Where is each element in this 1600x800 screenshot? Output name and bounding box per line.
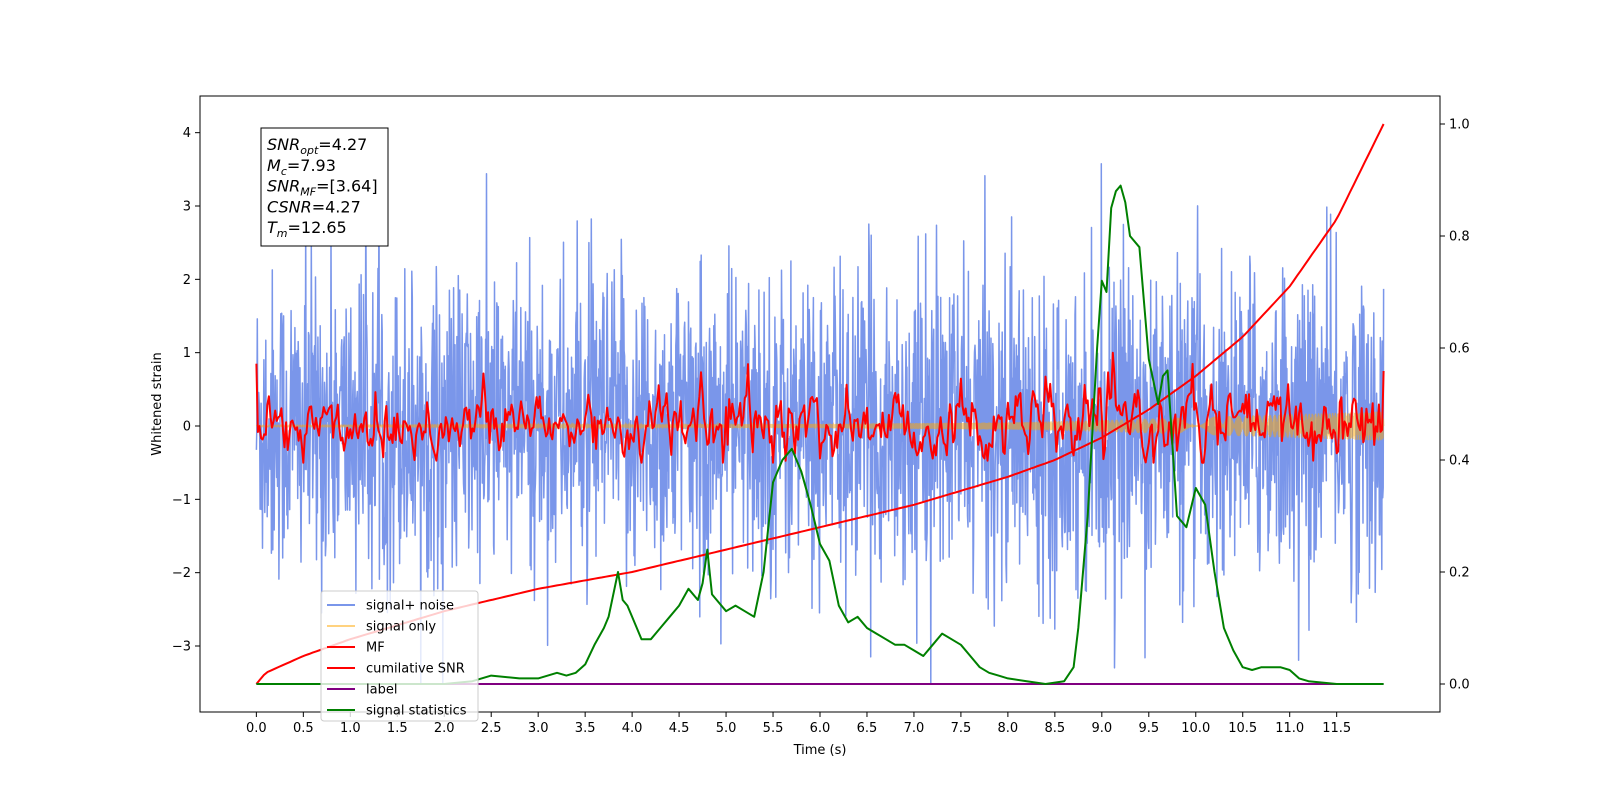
series-mf-line — [255, 351, 1385, 464]
y-left-tick-label: 2 — [183, 273, 191, 288]
annotation-symbol: CSNR — [267, 197, 312, 216]
legend: signal+ noise signal only MF cumilative SNR… — [320, 590, 479, 722]
series-signal-statistics-line — [256, 184, 1384, 685]
x-tick-label: 3.5 — [575, 721, 596, 736]
y-left-tick-label: 4 — [183, 126, 191, 141]
annotation-subscript: opt — [300, 144, 319, 157]
annotation-value: =4.27 — [312, 197, 361, 216]
y-left-tick-label: 0 — [183, 420, 191, 435]
y-right-tick-label: 0.2 — [1449, 566, 1470, 581]
annotation-line: CSNR=4.27 — [267, 197, 361, 216]
y-right-tick-label: 0.4 — [1449, 454, 1470, 469]
x-tick-label: 10.0 — [1181, 721, 1210, 736]
x-axis-title: Time (s) — [793, 743, 847, 758]
x-tick-label: 1.5 — [387, 721, 408, 736]
legend-label: signal+ noise — [366, 599, 454, 614]
x-tick-label: 1.0 — [340, 721, 361, 736]
annotation-value: =4.27 — [318, 135, 367, 154]
legend-label: MF — [366, 641, 385, 656]
x-axis: 0.0 0.5 1.0 1.5 2.0 2.5 3.0 3.5 4.0 4.5 5.0 5.5 6.0 6… — [246, 712, 1351, 736]
x-tick-label: 2.5 — [481, 721, 502, 736]
x-tick-label: 5.5 — [763, 721, 784, 736]
x-tick-label: 8.5 — [1045, 721, 1066, 736]
y-right-tick-label: 1.0 — [1449, 118, 1470, 133]
y-right-tick-label: 0.8 — [1449, 230, 1470, 245]
y-right-tick-label: 0.6 — [1449, 342, 1470, 357]
annotation-symbol: SNR — [267, 177, 300, 196]
annotation-box: SNRopt=4.27Mc=7.93SNRMF=[3.64]CSNR=4.27T… — [260, 127, 389, 247]
y-axis-left: −3 −2 −1 0 1 2 3 4 — [172, 126, 200, 655]
annotation-symbol: T — [267, 218, 278, 237]
legend-label: signal statistics — [366, 704, 467, 719]
annotation-subscript: MF — [300, 186, 316, 199]
annotation-value: =[3.64] — [316, 177, 378, 196]
y-left-tick-label: −1 — [172, 493, 191, 508]
legend-frame — [320, 590, 479, 722]
x-tick-label: 9.5 — [1138, 721, 1159, 736]
annotation-value: =7.93 — [287, 156, 336, 175]
y-axis-left-title: Whitened strain — [150, 352, 165, 455]
x-tick-label: 7.5 — [951, 721, 972, 736]
annotation-subscript: m — [277, 227, 288, 240]
x-tick-label: 4.0 — [622, 721, 643, 736]
annotation-line: SNRMF=[3.64] — [267, 177, 378, 199]
annotation-symbol: M — [267, 156, 281, 175]
x-tick-label: 7.0 — [904, 721, 925, 736]
legend-label: cumilative SNR — [366, 662, 465, 677]
y-axis-right: 0.0 0.2 0.4 0.6 0.8 1.0 — [1440, 118, 1470, 693]
y-left-tick-label: 3 — [183, 200, 191, 215]
x-tick-label: 5.0 — [716, 721, 737, 736]
x-tick-label: 3.0 — [528, 721, 549, 736]
y-left-tick-label: 1 — [183, 346, 191, 361]
annotation-line: SNRopt=4.27 — [267, 135, 367, 157]
x-tick-label: 6.5 — [857, 721, 878, 736]
x-tick-label: 8.0 — [998, 721, 1019, 736]
x-tick-label: 11.0 — [1275, 721, 1304, 736]
y-right-tick-label: 0.0 — [1449, 678, 1470, 693]
x-tick-label: 2.0 — [434, 721, 455, 736]
x-tick-label: 11.5 — [1322, 721, 1351, 736]
annotation-subscript: c — [281, 165, 287, 178]
y-left-tick-label: −3 — [172, 640, 191, 655]
y-left-tick-label: −2 — [172, 566, 191, 581]
x-tick-label: 0.5 — [293, 721, 314, 736]
legend-label: signal only — [366, 620, 436, 635]
legend-label: label — [366, 683, 397, 698]
annotation-value: =12.65 — [288, 218, 347, 237]
x-tick-label: 4.5 — [669, 721, 690, 736]
annotation-line: Mc=7.93 — [267, 156, 336, 178]
x-tick-label: 10.5 — [1228, 721, 1257, 736]
x-tick-label: 0.0 — [246, 721, 267, 736]
x-tick-label: 6.0 — [810, 721, 831, 736]
annotation-symbol: SNR — [267, 135, 300, 154]
annotation-line: Tm=12.65 — [267, 218, 347, 240]
x-tick-label: 9.0 — [1091, 721, 1112, 736]
annotation-frame — [260, 127, 389, 247]
